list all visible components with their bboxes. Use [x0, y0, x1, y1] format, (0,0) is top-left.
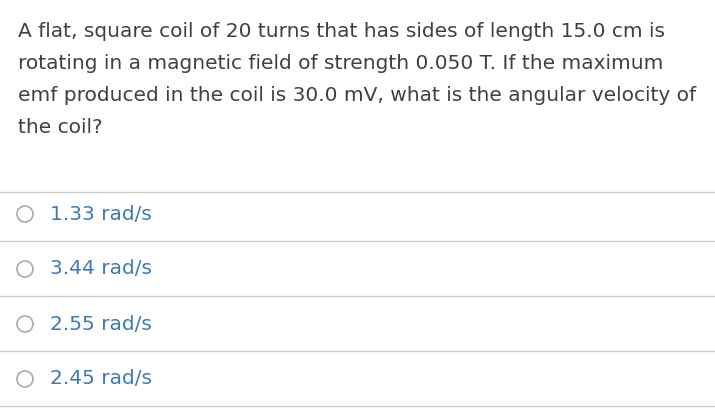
Text: the coil?: the coil? [18, 118, 103, 137]
Text: A flat, square coil of 20 turns that has sides of length 15.0 cm is: A flat, square coil of 20 turns that has… [18, 22, 665, 41]
Text: 2.45 rad/s: 2.45 rad/s [50, 369, 152, 388]
Text: 2.55 rad/s: 2.55 rad/s [50, 315, 152, 334]
Text: rotating in a magnetic field of strength 0.050 T. If the maximum: rotating in a magnetic field of strength… [18, 54, 664, 73]
Text: 1.33 rad/s: 1.33 rad/s [50, 205, 152, 224]
Text: emf produced in the coil is 30.0 mV, what is the angular velocity of: emf produced in the coil is 30.0 mV, wha… [18, 86, 696, 105]
Text: 3.44 rad/s: 3.44 rad/s [50, 259, 152, 278]
